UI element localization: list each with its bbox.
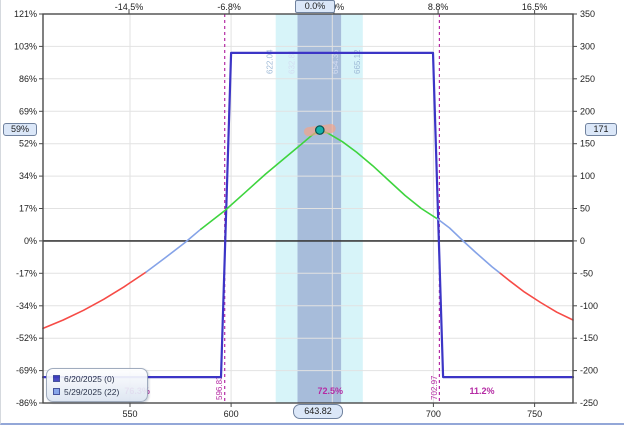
right-axis-current-value-box: 171: [585, 123, 617, 136]
right-axis-tick-label: -100: [580, 301, 598, 311]
right-axis-tick-label: 200: [580, 106, 595, 116]
left-axis-tick-label: 0%: [24, 236, 37, 246]
series-t-plus-22-curve: [145, 228, 202, 273]
left-axis-tick-label: 69%: [19, 106, 37, 116]
probability-label: 11.2%: [469, 386, 494, 396]
left-axis-current-value-box: 59%: [3, 123, 37, 136]
x-axis-tick-label: 700: [426, 409, 441, 419]
x-axis-tick-label: 750: [527, 409, 542, 419]
right-axis-tick-label: 0: [580, 236, 585, 246]
band-edge-label: 654.35: [331, 49, 340, 74]
left-axis-tick-label: 17%: [19, 204, 37, 214]
current-price-marker[interactable]: [314, 125, 325, 135]
x-axis-tick-label: 600: [224, 409, 239, 419]
band-edge-label: 665.12: [353, 49, 362, 74]
left-axis-tick-label: -34%: [16, 301, 37, 311]
left-axis-tick-label: 121%: [14, 9, 37, 19]
top-axis-tick-label: -14.5%: [115, 2, 144, 12]
band-edge-label: 632.81: [288, 49, 297, 74]
right-axis-tick-label: -250: [580, 398, 598, 408]
expiration-series-swatch: [53, 375, 60, 382]
top-axis-tick-label: -6.8%: [217, 2, 241, 12]
top-axis-tick-label: 8.8%: [428, 2, 449, 12]
legend-item-label: 6/20/2025 (0): [64, 373, 115, 384]
right-axis-tick-label: 300: [580, 41, 595, 51]
series-t-plus-22-curve: [436, 218, 502, 275]
left-axis-tick-label: 34%: [19, 171, 37, 181]
left-axis-tick-label: -69%: [16, 366, 37, 376]
right-axis-tick-label: -50: [580, 268, 593, 278]
right-axis-tick-label: 350: [580, 9, 595, 19]
right-axis-tick-label: -150: [580, 333, 598, 343]
left-axis-tick-label: -86%: [16, 398, 37, 408]
top-axis-current-pct-box: 0.0%: [295, 0, 335, 13]
legend-item-t-plus-22[interactable]: 5/29/2025 (22): [53, 385, 141, 398]
t-plus-22-series-swatch: [53, 388, 60, 395]
current-price-box[interactable]: 643.82: [293, 404, 343, 419]
breakeven-label: 596.83: [215, 375, 224, 400]
right-axis-tick-label: 100: [580, 171, 595, 181]
left-axis-tick-label: -17%: [16, 268, 37, 278]
x-axis-tick-label: 550: [122, 409, 137, 419]
left-axis-tick-label: 86%: [19, 74, 37, 84]
left-axis-tick-label: -52%: [16, 333, 37, 343]
right-axis-tick-label: 150: [580, 139, 595, 149]
left-axis-tick-label: 103%: [14, 41, 37, 51]
right-axis-tick-label: 50: [580, 204, 590, 214]
right-axis-tick-label: -200: [580, 366, 598, 376]
legend-item-expiration[interactable]: 6/20/2025 (0): [53, 372, 141, 385]
series-t-plus-22-curve: [42, 271, 147, 330]
right-axis-tick-label: 250: [580, 74, 595, 84]
series-t-plus-22-curve: [499, 272, 574, 321]
breakeven-label: 702.97: [430, 375, 439, 400]
probability-label: 72.5%: [318, 386, 344, 396]
legend-item-label: 5/29/2025 (22): [64, 386, 120, 397]
left-axis-tick-label: 52%: [19, 139, 37, 149]
band-edge-label: 622.04: [266, 49, 275, 74]
chart-legend: 6/20/2025 (0) 5/29/2025 (22): [46, 368, 148, 402]
series-expiration-line: [41, 51, 575, 379]
top-axis-tick-label: 16.5%: [522, 2, 548, 12]
